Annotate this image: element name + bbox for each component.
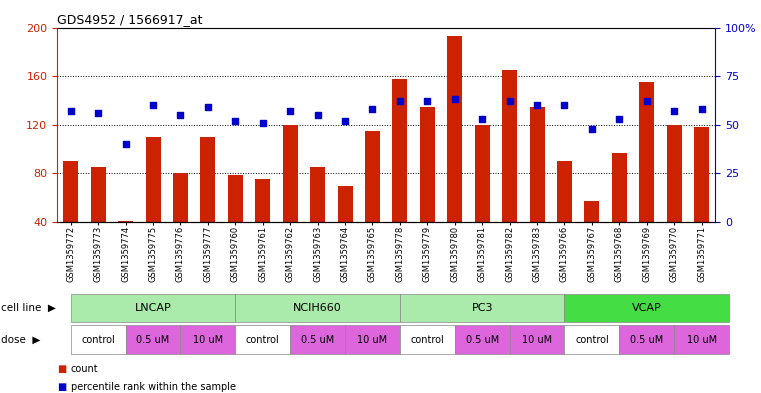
Point (641, 98, 653, 105)
Point (202, 104, 214, 110)
Bar (63, 161, 78, 271)
Bar (282, 125, 298, 271)
Bar (173, 173, 188, 271)
Bar (91, 167, 106, 271)
Bar (475, 125, 490, 271)
Bar (557, 161, 572, 271)
Text: control: control (246, 334, 279, 345)
Bar (667, 125, 682, 271)
Bar (420, 107, 435, 271)
Point (339, 118, 351, 124)
Text: 10 uM: 10 uM (522, 334, 552, 345)
Text: percentile rank within the sample: percentile rank within the sample (71, 382, 236, 392)
Text: 0.5 uM: 0.5 uM (630, 334, 664, 345)
Point (311, 112, 323, 118)
Text: 10 uM: 10 uM (193, 334, 223, 345)
Text: control: control (81, 334, 115, 345)
Point (504, 98, 516, 105)
Text: NCIH660: NCIH660 (293, 303, 342, 313)
Text: PC3: PC3 (472, 303, 493, 313)
Bar (612, 153, 627, 271)
Point (586, 125, 598, 132)
Bar (365, 131, 380, 271)
Bar (118, 221, 133, 271)
Point (422, 98, 434, 105)
Point (476, 116, 489, 122)
Text: GDS4952 / 1566917_at: GDS4952 / 1566917_at (57, 13, 202, 26)
Text: control: control (575, 334, 609, 345)
Point (559, 102, 571, 108)
Text: count: count (71, 364, 98, 375)
Bar (338, 185, 352, 271)
Bar (310, 167, 325, 271)
Point (65, 108, 77, 114)
Point (174, 112, 186, 118)
Bar (530, 107, 545, 271)
Point (284, 108, 296, 114)
Bar (228, 174, 243, 271)
Bar (393, 79, 407, 271)
Point (394, 98, 406, 105)
Point (531, 102, 543, 108)
Point (229, 118, 241, 124)
Bar (200, 137, 215, 271)
Point (256, 120, 269, 126)
Point (668, 108, 680, 114)
Text: dose  ▶: dose ▶ (1, 334, 40, 345)
Text: 10 uM: 10 uM (686, 334, 717, 345)
Text: ■: ■ (57, 364, 66, 375)
Point (449, 96, 461, 103)
Text: 10 uM: 10 uM (358, 334, 387, 345)
Point (92, 110, 104, 116)
Point (696, 106, 708, 112)
Point (366, 106, 378, 112)
Bar (584, 201, 600, 271)
Point (613, 116, 626, 122)
Bar (255, 180, 270, 271)
Text: VCAP: VCAP (632, 303, 661, 313)
Bar (447, 36, 463, 271)
Bar (694, 127, 709, 271)
Bar (502, 70, 517, 271)
Point (147, 102, 159, 108)
Text: 0.5 uM: 0.5 uM (136, 334, 170, 345)
Bar (145, 137, 161, 271)
Text: LNCAP: LNCAP (135, 303, 171, 313)
Text: 0.5 uM: 0.5 uM (301, 334, 334, 345)
Text: cell line  ▶: cell line ▶ (1, 303, 56, 313)
Point (119, 141, 132, 147)
Text: 0.5 uM: 0.5 uM (466, 334, 498, 345)
Bar (639, 82, 654, 271)
Text: control: control (410, 334, 444, 345)
Text: ■: ■ (57, 382, 66, 392)
